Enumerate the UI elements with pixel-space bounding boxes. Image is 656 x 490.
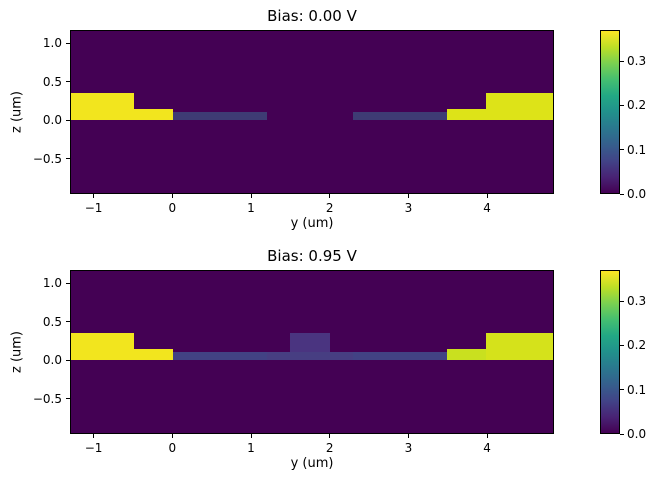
heatmap-region-left-contact-step bbox=[133, 108, 173, 120]
subplot-1-x-axis-label: y (um) bbox=[290, 216, 334, 231]
x-tick-label: 2 bbox=[325, 201, 334, 215]
colorbar-tick-label: 0.3 bbox=[627, 54, 647, 69]
colorbar-tick-mark bbox=[620, 344, 624, 346]
heatmap-region-right-contact-step bbox=[447, 108, 487, 120]
colorbar-tick-label: 0.2 bbox=[627, 338, 647, 353]
y-tick-mark bbox=[66, 398, 70, 400]
x-tick-label: 1 bbox=[247, 201, 255, 215]
colorbar-tick-mark bbox=[620, 300, 624, 302]
x-tick-label: 4 bbox=[483, 441, 491, 455]
y-tick-mark bbox=[66, 42, 70, 44]
colorbar-tick-label: 0.2 bbox=[627, 98, 647, 113]
subplot-2-axes bbox=[70, 270, 554, 434]
subplot-1-colorbar bbox=[600, 30, 620, 194]
x-tick-label: −1 bbox=[84, 201, 103, 215]
heatmap-region-right-contact-block bbox=[486, 333, 553, 360]
heatmap-region-right-contact-step bbox=[447, 348, 487, 360]
x-tick-label: −1 bbox=[84, 441, 103, 455]
colorbar-tick-mark bbox=[620, 149, 624, 151]
x-tick-label: 3 bbox=[404, 441, 413, 455]
subplot-2-x-axis-label: y (um) bbox=[290, 456, 334, 471]
x-tick-label: 2 bbox=[325, 441, 334, 455]
x-tick-mark bbox=[329, 434, 331, 438]
colorbar-tick-label: 0.0 bbox=[627, 187, 647, 201]
x-tick-label: 0 bbox=[168, 201, 177, 215]
colorbar-tick-label: 0.1 bbox=[627, 142, 647, 157]
x-tick-mark bbox=[486, 434, 488, 438]
colorbar-tick-label: 0.1 bbox=[627, 382, 647, 397]
x-tick-label: 1 bbox=[247, 441, 255, 455]
x-tick-label: 0 bbox=[168, 441, 177, 455]
heatmap-region-channel-right bbox=[353, 112, 448, 120]
colorbar-tick-mark bbox=[620, 60, 624, 62]
subplot-2-title: Bias: 0.95 V bbox=[267, 247, 357, 265]
heatmap-region-left-contact-block bbox=[71, 93, 134, 120]
y-tick-label: −0.5 bbox=[32, 151, 62, 166]
heatmap-region-left-contact-step bbox=[133, 348, 173, 360]
y-tick-label: 0.5 bbox=[42, 314, 62, 329]
subplot-1-axes bbox=[70, 30, 554, 194]
y-tick-label: −0.5 bbox=[32, 391, 62, 406]
y-tick-mark bbox=[66, 321, 70, 323]
heatmap-region-channel-left bbox=[172, 352, 267, 360]
x-tick-mark bbox=[486, 194, 488, 198]
heatmap-region-channel-right bbox=[353, 352, 448, 360]
heatmap-region-channel-left bbox=[172, 112, 267, 120]
subplot-1-title: Bias: 0.00 V bbox=[267, 7, 357, 25]
x-tick-mark bbox=[250, 434, 252, 438]
y-tick-label: 1.0 bbox=[42, 36, 62, 51]
x-tick-mark bbox=[93, 434, 95, 438]
x-tick-mark bbox=[407, 194, 409, 198]
heatmap-region-channel-mid bbox=[266, 352, 354, 360]
y-tick-mark bbox=[66, 119, 70, 121]
heatmap-region-right-contact-block bbox=[486, 93, 553, 120]
x-tick-mark bbox=[250, 194, 252, 198]
subplot-2-colorbar bbox=[600, 270, 620, 434]
x-tick-mark bbox=[93, 194, 95, 198]
x-tick-label: 3 bbox=[404, 201, 413, 215]
x-tick-mark bbox=[171, 194, 173, 198]
x-tick-label: 4 bbox=[483, 201, 491, 215]
colorbar-tick-mark bbox=[620, 433, 624, 435]
x-tick-mark bbox=[171, 434, 173, 438]
x-tick-mark bbox=[329, 194, 331, 198]
y-tick-label: 0.0 bbox=[42, 113, 62, 128]
x-tick-mark bbox=[407, 434, 409, 438]
y-tick-label: 0.5 bbox=[42, 74, 62, 89]
colorbar-tick-label: 0.3 bbox=[627, 294, 647, 309]
colorbar-tick-mark bbox=[620, 104, 624, 106]
y-tick-mark bbox=[66, 81, 70, 83]
y-tick-mark bbox=[66, 282, 70, 284]
heatmap-region-left-contact-block bbox=[71, 333, 134, 360]
colorbar-tick-label: 0.0 bbox=[627, 427, 647, 441]
colorbar-tick-mark bbox=[620, 193, 624, 195]
y-tick-mark bbox=[66, 359, 70, 361]
y-tick-mark bbox=[66, 158, 70, 160]
colorbar-tick-mark bbox=[620, 389, 624, 391]
y-tick-label: 0.0 bbox=[42, 353, 62, 368]
y-tick-label: 1.0 bbox=[42, 276, 62, 291]
